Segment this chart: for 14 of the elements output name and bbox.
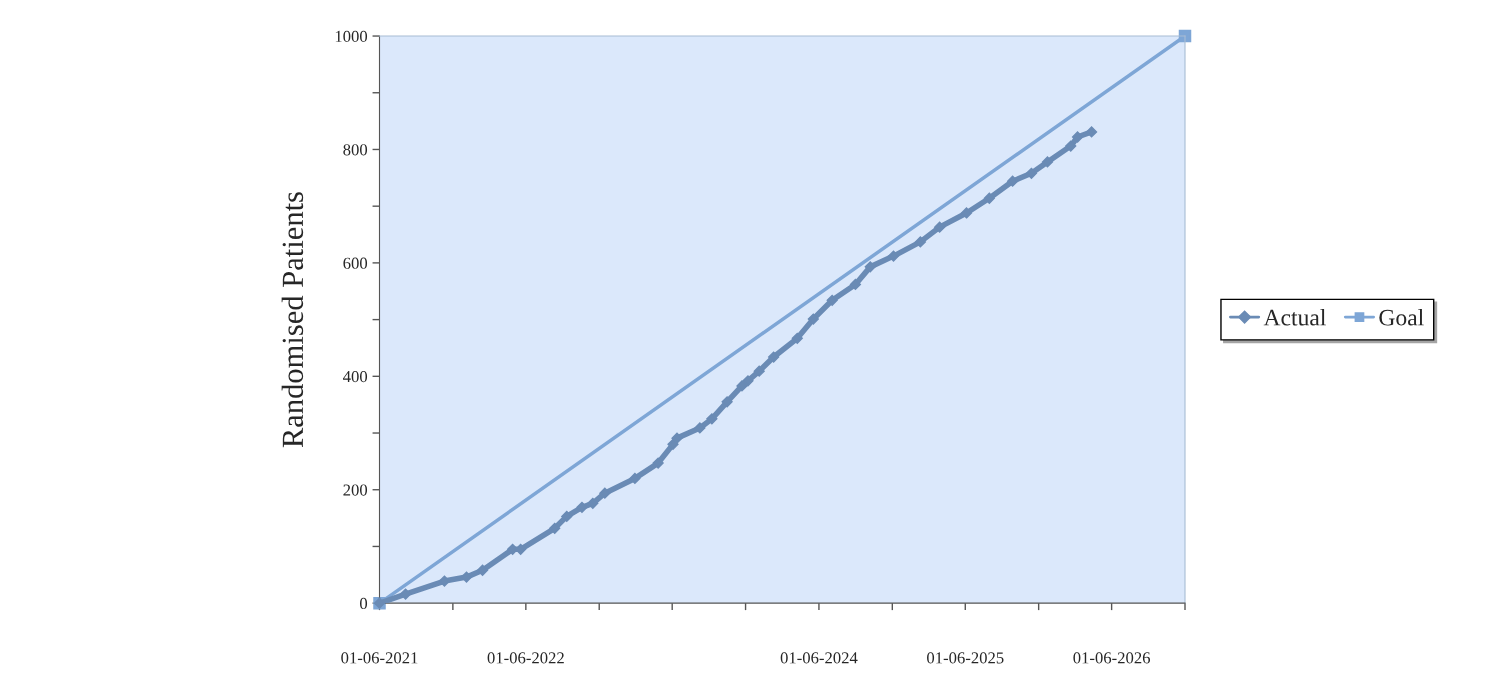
y-tick-label: 400	[343, 371, 368, 383]
y-tick-label: 200	[343, 484, 368, 496]
legend-label: Goal	[1379, 308, 1424, 326]
y-tick-label: 600	[343, 257, 368, 269]
x-tick-label: 01-06-2026	[1073, 652, 1151, 664]
y-axis-title: Randomised Patients	[281, 192, 304, 448]
x-tick-label: 01-06-2025	[927, 652, 1004, 664]
y-tick-label: 800	[343, 144, 368, 156]
legend-label: Actual	[1263, 308, 1326, 326]
x-tick-label: 01-06-2024	[780, 652, 858, 664]
y-tick-label: 0	[360, 597, 368, 610]
x-tick-label: 01-06-2021	[341, 652, 418, 664]
x-tick-label: 01-06-2022	[487, 652, 564, 664]
y-tick-label: 1000	[335, 30, 368, 42]
